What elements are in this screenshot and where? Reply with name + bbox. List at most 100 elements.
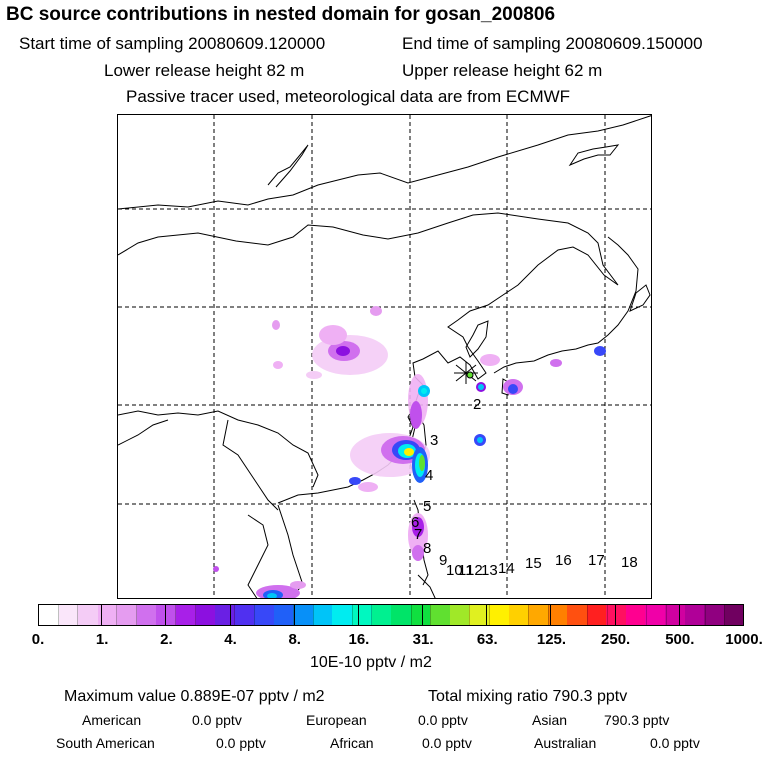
region-value-australian: 0.0 pptv bbox=[650, 735, 700, 751]
traj-label-3: 3 bbox=[430, 432, 438, 449]
region-value-european: 0.0 pptv bbox=[418, 712, 468, 728]
colorbar-tick-label: 0. bbox=[31, 631, 45, 648]
colorbar-divider bbox=[614, 604, 616, 626]
colorbar-segment bbox=[175, 605, 196, 625]
colorbar-segment bbox=[410, 605, 431, 625]
colorbar-divider bbox=[550, 604, 552, 626]
colorbar-subdivider bbox=[371, 605, 373, 625]
tracer-label: Passive tracer used, meteorological data… bbox=[126, 87, 571, 106]
colorbar-segment bbox=[449, 605, 470, 625]
colorbar-segment bbox=[704, 605, 724, 625]
max-value-label: Maximum value 0.889E-07 pptv / m2 bbox=[64, 688, 325, 705]
colorbar-subdivider bbox=[489, 605, 491, 625]
traj-label-11: 11 bbox=[458, 562, 474, 579]
colorbar-segment bbox=[195, 605, 216, 625]
colorbar-segment bbox=[78, 605, 98, 625]
colorbar-divider bbox=[165, 604, 167, 626]
colorbar-segment bbox=[39, 605, 59, 625]
colorbar-subdivider bbox=[175, 605, 177, 625]
chart-title: BC source contributions in nested domain… bbox=[6, 4, 556, 25]
colorbar-segment bbox=[645, 605, 665, 625]
colorbar-subdivider bbox=[253, 605, 255, 625]
colorbar-segment bbox=[723, 605, 744, 625]
traj-label-10: 10 bbox=[446, 562, 463, 579]
colorbar-segment bbox=[312, 605, 333, 625]
colorbar-segment bbox=[488, 605, 509, 625]
traj-label-15: 15 bbox=[525, 555, 542, 572]
colorbar-divider bbox=[293, 604, 295, 626]
colorbar-subdivider bbox=[57, 605, 59, 625]
colorbar-segment bbox=[430, 605, 450, 625]
traj-label-5: 5 bbox=[423, 498, 431, 515]
colorbar-segment bbox=[665, 605, 685, 625]
traj-label-4: 4 bbox=[425, 467, 433, 484]
colorbar-subdivider bbox=[312, 605, 314, 625]
colorbar-tick-label: 63. bbox=[476, 631, 498, 648]
region-value-south-american: 0.0 pptv bbox=[216, 735, 266, 751]
colorbar-segment bbox=[528, 605, 548, 625]
traj-label-17: 17 bbox=[588, 552, 605, 569]
region-name-american: American bbox=[82, 712, 142, 728]
traj-label-16: 16 bbox=[555, 552, 572, 569]
colorbar-divider bbox=[486, 604, 488, 626]
colorbar-segment bbox=[684, 605, 705, 625]
colorbar-subdivider bbox=[351, 605, 353, 625]
start-time-label: Start time of sampling 20080609.120000 bbox=[19, 34, 326, 53]
map-canvas: 2 3 4 5 6 7 8 9 10 11 12 13 14 15 16 17 … bbox=[118, 115, 651, 598]
colorbar-segment bbox=[371, 605, 392, 625]
region-name-european: European bbox=[306, 712, 367, 728]
colorbar-subdivider bbox=[77, 605, 79, 625]
receptor-marker bbox=[454, 362, 478, 384]
colorbar-subdivider bbox=[528, 605, 530, 625]
colorbar-divider bbox=[101, 604, 103, 626]
colorbar bbox=[38, 604, 744, 626]
colorbar-tick-label: 31. bbox=[412, 631, 434, 648]
colorbar-subdivider bbox=[587, 605, 589, 625]
colorbar-units: 10E-10 pptv / m2 bbox=[310, 654, 432, 671]
colorbar-subdivider bbox=[430, 605, 432, 625]
colorbar-segment bbox=[332, 605, 352, 625]
colorbar-tick-label: 250. bbox=[601, 631, 631, 648]
colorbar-subdivider bbox=[724, 605, 726, 625]
colorbar-segment bbox=[97, 605, 118, 625]
colorbar-segment bbox=[234, 605, 255, 625]
colorbar-segment bbox=[508, 605, 529, 625]
colorbar-segment bbox=[547, 605, 568, 625]
colorbar-segment bbox=[254, 605, 274, 625]
colorbar-subdivider bbox=[547, 605, 549, 625]
region-name-south-american: South American bbox=[56, 735, 155, 751]
colorbar-subdivider bbox=[645, 605, 647, 625]
lat-lon-grid bbox=[118, 115, 651, 598]
traj-label-12: 12 bbox=[466, 562, 483, 579]
colorbar-tick-label: 1. bbox=[95, 631, 109, 648]
colorbar-segment bbox=[469, 605, 489, 625]
traj-label-8: 8 bbox=[423, 540, 431, 557]
colorbar-divider bbox=[229, 604, 231, 626]
colorbar-subdivider bbox=[194, 605, 196, 625]
colorbar-subdivider bbox=[234, 605, 236, 625]
colorbar-segment bbox=[215, 605, 235, 625]
concentration-field bbox=[213, 306, 606, 598]
colorbar-subdivider bbox=[410, 605, 412, 625]
colorbar-segment bbox=[586, 605, 607, 625]
traj-label-13: 13 bbox=[481, 562, 498, 579]
colorbar-segment bbox=[391, 605, 411, 625]
region-name-asian: Asian bbox=[532, 712, 568, 728]
lower-release-label: Lower release height 82 m bbox=[104, 61, 305, 80]
colorbar-segment bbox=[606, 605, 626, 625]
traj-label-7: 7 bbox=[414, 526, 422, 543]
colorbar-subdivider bbox=[292, 605, 294, 625]
colorbar-tick-label: 125. bbox=[536, 631, 567, 648]
colorbar-segment bbox=[293, 605, 313, 625]
region-value-asian: 790.3 pptv bbox=[604, 712, 670, 728]
traj-label-2: 2 bbox=[473, 396, 481, 413]
colorbar-segment bbox=[625, 605, 646, 625]
colorbar-divider bbox=[678, 604, 680, 626]
colorbar-subdivider bbox=[606, 605, 608, 625]
colorbar-tick-label: 500. bbox=[665, 631, 695, 648]
colorbar-segment bbox=[58, 605, 79, 625]
colorbar-tick-label: 8. bbox=[288, 631, 301, 648]
region-name-australian: Australian bbox=[534, 735, 597, 751]
colorbar-subdivider bbox=[469, 605, 471, 625]
colorbar-segment bbox=[567, 605, 587, 625]
